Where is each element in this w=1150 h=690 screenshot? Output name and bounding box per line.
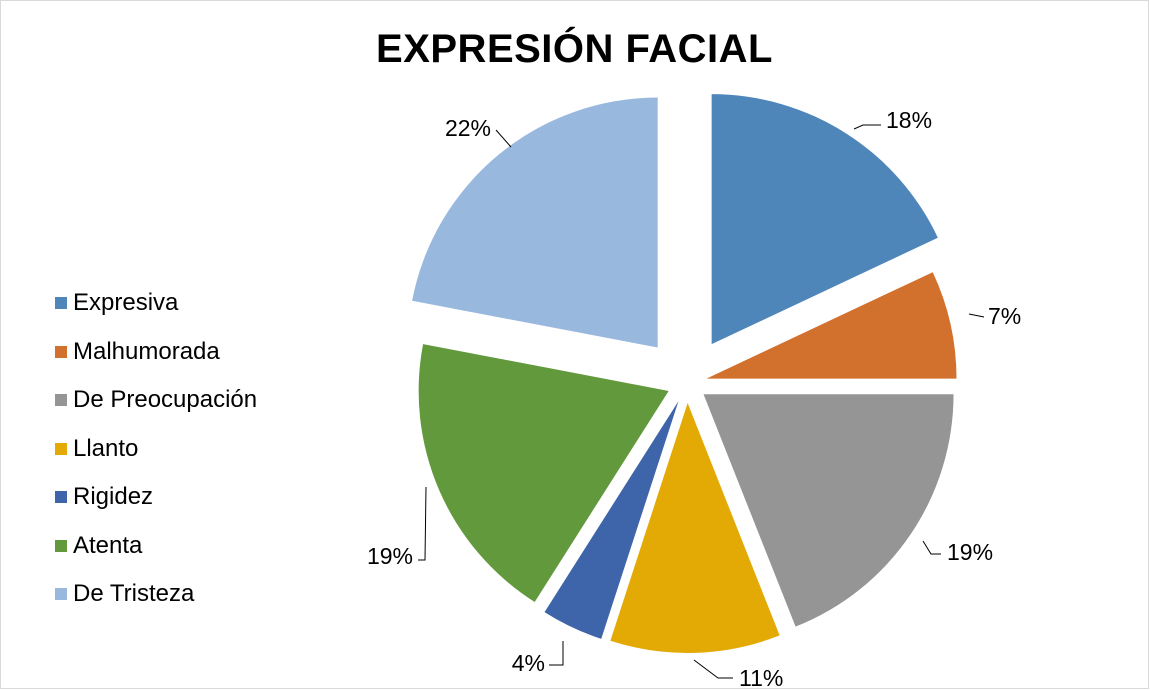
legend-item: De Tristeza (55, 570, 257, 619)
data-label: 19% (947, 539, 993, 565)
legend-item: Llanto (55, 425, 257, 474)
pie-slice-de-preocupaci-n (703, 394, 954, 627)
pie-slice-de-tristeza (412, 97, 658, 348)
legend-item: Atenta (55, 522, 257, 571)
legend-swatch (55, 539, 67, 552)
data-label: 4% (512, 650, 545, 676)
pie-slice-expresiva (711, 94, 938, 345)
pie-slice-llanto (610, 402, 780, 653)
legend-item: Malhumorada (55, 328, 257, 377)
leader-line (853, 124, 881, 130)
chart-title: EXPRESIÓN FACIAL (376, 27, 773, 71)
legend-item: Rigidez (55, 473, 257, 522)
legend-swatch (55, 394, 67, 407)
data-label: 7% (988, 303, 1021, 329)
data-label: 11% (739, 665, 783, 689)
legend-label: Llanto (73, 434, 139, 462)
legend-swatch (55, 491, 67, 504)
legend-label: Expresiva (73, 289, 179, 317)
pie-slice-malhumorada (706, 272, 957, 379)
data-label: 18% (886, 107, 932, 133)
legend-item: De Preocupación (55, 376, 257, 425)
legend-swatch (55, 442, 67, 455)
data-label: 22% (445, 115, 491, 141)
legend-swatch (55, 297, 67, 310)
data-label: 19% (367, 543, 413, 569)
pie-slice-atenta (418, 344, 669, 603)
leader-line (922, 540, 941, 555)
leader-line (418, 486, 427, 561)
leader-line (693, 659, 733, 679)
legend: Expresiva Malhumorada De Preocupación Llant… (55, 279, 257, 619)
legend-label: Malhumorada (73, 337, 220, 365)
pie-slice-rigidez (544, 401, 679, 639)
legend-swatch (55, 588, 67, 601)
legend-label: Atenta (73, 531, 143, 559)
leader-line (549, 641, 564, 666)
legend-item: Expresiva (55, 279, 257, 328)
leader-line (968, 313, 985, 318)
legend-label: Rigidez (73, 483, 154, 511)
legend-label: De Preocupación (73, 386, 258, 414)
legend-label: De Tristeza (73, 580, 195, 608)
leader-line (495, 129, 512, 148)
legend-swatch (55, 345, 67, 358)
